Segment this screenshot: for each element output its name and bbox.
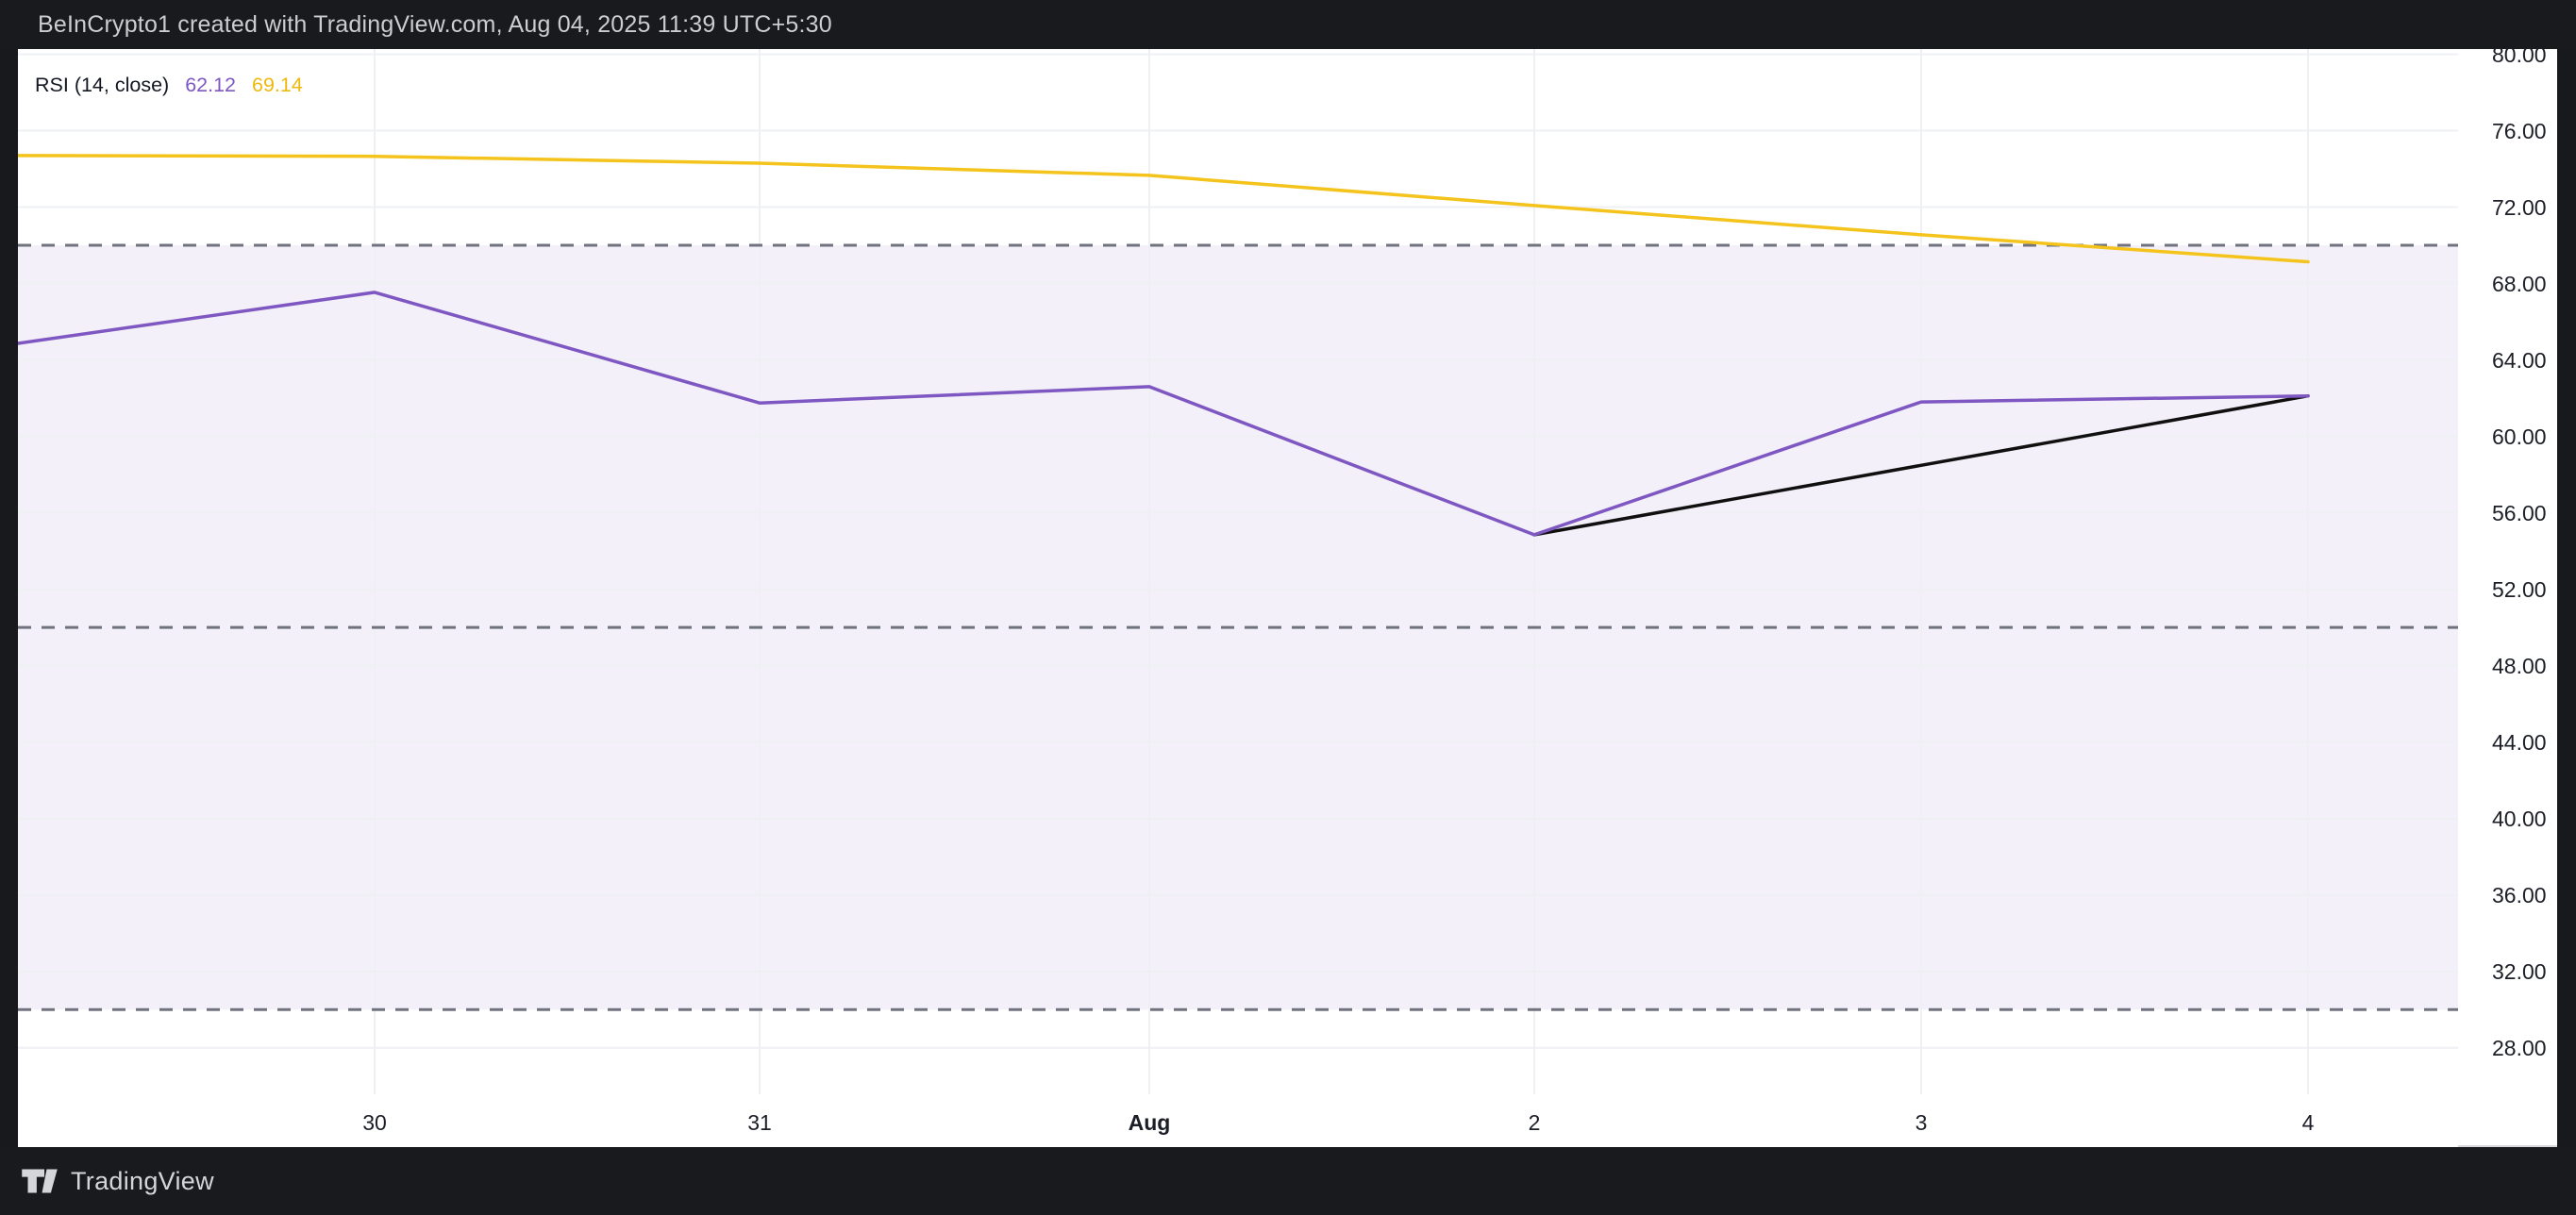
ma-current-value: 69.14 <box>252 74 303 96</box>
price-axis-label: 44.00 <box>2492 729 2547 755</box>
price-axis-label: 68.00 <box>2492 271 2547 296</box>
tradingview-logo-icon[interactable] <box>21 1164 59 1198</box>
price-axis-label: 76.00 <box>2492 118 2547 143</box>
price-axis-label: 28.00 <box>2492 1035 2547 1060</box>
price-axis-label: 56.00 <box>2492 500 2547 525</box>
indicator-name[interactable]: RSI (14, close) <box>35 74 170 96</box>
time-axis-label: 3 <box>1915 1110 1928 1135</box>
time-axis-label: Aug <box>1128 1110 1171 1135</box>
time-axis-label: 2 <box>1528 1110 1541 1135</box>
chart-frame: RSI (14, close) 62.12 69.14 80.00 76.00 72… <box>18 42 2557 1147</box>
price-axis-label: 80.00 <box>2492 42 2547 67</box>
tradingview-brand-text[interactable]: TradingView <box>71 1166 214 1195</box>
price-axis-label: 64.00 <box>2492 347 2547 373</box>
price-axis-label: 48.00 <box>2492 653 2547 678</box>
rsi-current-value: 62.12 <box>185 74 236 96</box>
rsi-line[interactable] <box>18 291 2310 537</box>
trendline-line[interactable] <box>1532 393 2310 537</box>
time-axis-label: 31 <box>747 1110 772 1135</box>
time-axis[interactable]: 30 31 Aug 2 3 4 <box>18 1094 2458 1147</box>
price-axis-label: 32.00 <box>2492 958 2547 984</box>
time-axis-label: 30 <box>362 1110 387 1135</box>
price-axis-label: 36.00 <box>2492 882 2547 907</box>
brand-footer-bar: TradingView <box>0 1147 2576 1215</box>
page-title: BeInCrypto1 created with TradingView.com… <box>38 10 832 38</box>
time-axis-label: 4 <box>2301 1110 2315 1135</box>
price-axis[interactable]: 80.00 76.00 72.00 68.00 64.00 60.00 56.00 52.00… <box>2458 42 2557 1094</box>
rsi-based-ma-line[interactable] <box>18 154 2310 264</box>
price-axis-label: 60.00 <box>2492 424 2547 449</box>
price-axis-label: 40.00 <box>2492 806 2547 831</box>
price-axis-label: 52.00 <box>2492 576 2547 602</box>
indicator-legend[interactable]: RSI (14, close) 62.12 69.14 <box>35 70 303 100</box>
rsi-plot-area[interactable] <box>18 49 2458 1094</box>
price-axis-label: 72.00 <box>2492 194 2547 220</box>
snapshot-header-bar: BeInCrypto1 created with TradingView.com… <box>0 0 2576 49</box>
